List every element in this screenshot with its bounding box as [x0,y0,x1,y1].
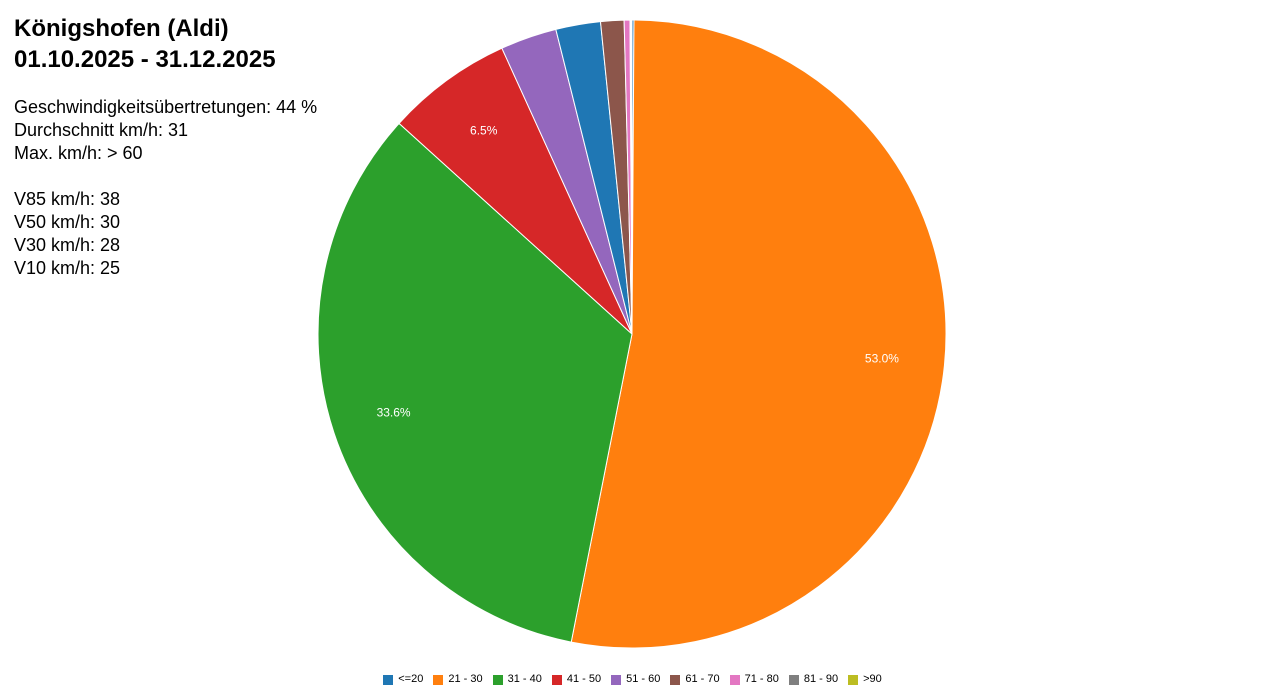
legend-item: 61 - 70 [670,673,720,686]
legend-item: 81 - 90 [788,673,839,686]
stat-v10: V10 km/h: 25 [14,258,121,278]
legend-swatch [433,674,444,685]
legend-label: 81 - 90 [803,673,839,685]
location-title: Königshofen (Aldi) [14,15,229,42]
legend-swatch [729,674,740,685]
stats-panel: Geschwindigkeitsübertretungen: 44 % Durc… [14,96,317,280]
pie-data-label: 6.5% [470,123,498,137]
legend-swatch [848,674,859,685]
legend-swatch [383,674,394,685]
legend-item: 41 - 50 [551,673,602,686]
legend-label: 71 - 80 [744,673,779,685]
legend-item: 71 - 80 [729,673,779,686]
stat-average: Durchschnitt km/h: 31 [14,120,189,140]
legend-swatch [611,674,622,685]
legend-item: 51 - 60 [611,673,660,686]
legend-label: 51 - 60 [626,673,661,685]
stat-speeding: Geschwindigkeitsübertretungen: 44 % [14,97,318,117]
legend-label: 41 - 50 [566,673,602,685]
legend-item: <=20 [383,673,423,686]
legend-swatch [670,674,681,685]
legend-swatch [788,674,799,685]
legend-swatch [551,674,562,685]
stat-v30: V30 km/h: 28 [14,235,121,255]
pie-slice [630,19,633,335]
stat-v85: V85 km/h: 38 [14,189,121,209]
legend-label: 21 - 30 [448,673,483,685]
legend-label: >90 [863,673,882,685]
legend-item: >90 [848,673,882,686]
chart-legend: <=20 21 - 30 31 - 40 41 - 50 51 - 60 61 - 70 7… [0,673,1265,686]
date-range-title: 01.10.2025 - 31.12.2025 [14,46,276,73]
pie-slice [317,122,633,643]
pie-slice [570,19,947,649]
stat-max: Max. km/h: > 60 [14,143,143,163]
pie-data-label: 53.0% [865,351,899,365]
legend-label: 61 - 70 [685,673,720,685]
chart-title: Königshofen (Aldi) 01.10.2025 - 31.12.20… [14,13,276,75]
legend-item: 31 - 40 [492,673,542,686]
legend-item: 21 - 30 [433,673,483,686]
pie-data-label: 33.6% [377,405,411,419]
legend-swatch [492,674,503,685]
stat-v50: V50 km/h: 30 [14,212,121,232]
pie-slice [398,47,633,335]
legend-label: <=20 [398,673,424,685]
legend-label: 31 - 40 [507,673,542,685]
